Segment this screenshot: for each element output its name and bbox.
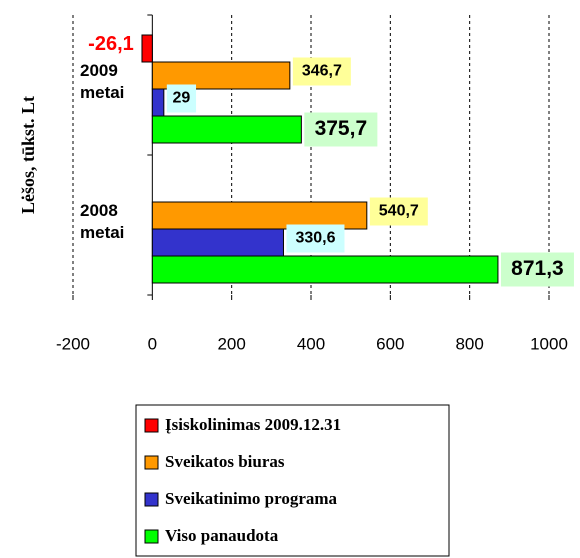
x-tick-label: 800 [455, 334, 483, 353]
legend-swatch [144, 492, 159, 507]
x-tick-label: 600 [376, 334, 404, 353]
value-label-box [286, 224, 345, 253]
value-label: 871,3 [511, 257, 564, 280]
legend-swatch [144, 455, 159, 470]
value-label-box [500, 252, 574, 287]
legend-label: Įsiskolinimas 2009.12.31 [165, 415, 341, 434]
bar [141, 34, 153, 63]
legend-swatch [144, 529, 159, 544]
legend-box [135, 404, 450, 557]
x-tick-label: 0 [148, 334, 157, 353]
value-label-box [166, 84, 197, 113]
value-label: 540,7 [379, 203, 419, 220]
value-label-box [304, 112, 378, 147]
legend-swatch [144, 418, 159, 433]
x-tick-label: 200 [217, 334, 245, 353]
category-label: 2008 metai [80, 201, 125, 242]
value-label: 29 [173, 90, 191, 107]
value-label: -26,1 [88, 33, 134, 55]
bar [151, 115, 302, 144]
category-label: 2009 metai [80, 61, 125, 102]
x-tick-label: -200 [56, 334, 90, 353]
legend-label: Sveikatos biuras [165, 452, 285, 471]
bar [151, 255, 499, 284]
x-tick-label: 400 [297, 334, 325, 353]
bar [151, 228, 284, 257]
value-label: 375,7 [315, 117, 368, 140]
value-label: 330,6 [295, 230, 335, 247]
legend-label: Viso panaudota [165, 526, 279, 545]
bar [151, 88, 165, 117]
value-label-box [369, 197, 428, 226]
value-label: 346,7 [302, 63, 342, 80]
legend-label: Sveikatinimo programa [165, 489, 338, 508]
value-label-box [292, 57, 351, 86]
x-tick-label: 1000 [530, 334, 568, 353]
y-axis-label: Lėšos, tūkst. Lt [18, 96, 38, 214]
